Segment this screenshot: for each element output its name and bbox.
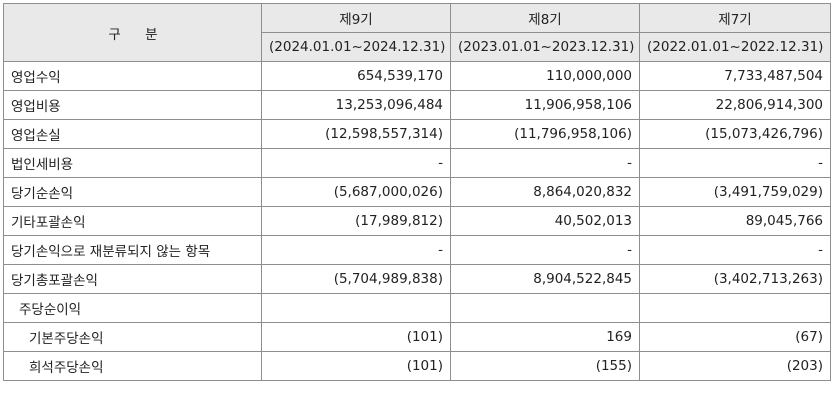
cell-value: 8,864,020,832 bbox=[450, 177, 640, 207]
table-body: 영업수익 654,539,170 110,000,000 7,733,487,5… bbox=[3, 61, 831, 381]
table-row: 당기손익으로 재분류되지 않는 항목 - - - bbox=[3, 235, 831, 265]
period-8-header: 제8기 bbox=[450, 3, 640, 33]
row-label: 영업손실 bbox=[3, 119, 262, 149]
cell-value: (5,687,000,026) bbox=[261, 177, 451, 207]
cell-value: 89,045,766 bbox=[639, 206, 831, 236]
table-row: 기타포괄손익 (17,989,812) 40,502,013 89,045,76… bbox=[3, 206, 831, 236]
cell-value: (3,491,759,029) bbox=[639, 177, 831, 207]
table-row: 당기순손익 (5,687,000,026) 8,864,020,832 (3,4… bbox=[3, 177, 831, 207]
cell-value: (3,402,713,263) bbox=[639, 264, 831, 294]
row-label: 당기총포괄손익 bbox=[3, 264, 262, 294]
category-header: 구 분 bbox=[3, 3, 262, 62]
row-label: 영업비용 bbox=[3, 90, 262, 120]
cell-value: - bbox=[639, 235, 831, 265]
row-label: 당기순손익 bbox=[3, 177, 262, 207]
table-row: 영업비용 13,253,096,484 11,906,958,106 22,80… bbox=[3, 90, 831, 120]
cell-value: (101) bbox=[261, 322, 451, 352]
financial-table-container: 구 분 제9기 제8기 제7기 (2024.01.01~2024.12.31) … bbox=[3, 3, 831, 381]
cell-value: 110,000,000 bbox=[450, 61, 640, 91]
table-row: 영업수익 654,539,170 110,000,000 7,733,487,5… bbox=[3, 61, 831, 91]
cell-value: 11,906,958,106 bbox=[450, 90, 640, 120]
cell-value: 22,806,914,300 bbox=[639, 90, 831, 120]
cell-value: - bbox=[261, 235, 451, 265]
cell-value: (15,073,426,796) bbox=[639, 119, 831, 149]
cell-value: 654,539,170 bbox=[261, 61, 451, 91]
period-8-range: (2023.01.01~2023.12.31) bbox=[450, 32, 640, 62]
row-label: 영업수익 bbox=[3, 61, 262, 91]
cell-value: - bbox=[450, 235, 640, 265]
cell-value: (67) bbox=[639, 322, 831, 352]
table-row: 희석주당손익 (101) (155) (203) bbox=[3, 351, 831, 381]
table-row: 주당순이익 bbox=[3, 293, 831, 323]
row-label: 기본주당손익 bbox=[3, 322, 262, 352]
cell-value bbox=[639, 293, 831, 323]
row-label: 희석주당손익 bbox=[3, 351, 262, 381]
cell-value bbox=[450, 293, 640, 323]
cell-value: (5,704,989,838) bbox=[261, 264, 451, 294]
cell-value: (155) bbox=[450, 351, 640, 381]
table-row: 당기총포괄손익 (5,704,989,838) 8,904,522,845 (3… bbox=[3, 264, 831, 294]
row-label: 주당순이익 bbox=[3, 293, 262, 323]
cell-value: (11,796,958,106) bbox=[450, 119, 640, 149]
cell-value: (101) bbox=[261, 351, 451, 381]
cell-value: 7,733,487,504 bbox=[639, 61, 831, 91]
cell-value: 13,253,096,484 bbox=[261, 90, 451, 120]
header-row-ranges: (2024.01.01~2024.12.31) (2023.01.01~2023… bbox=[4, 32, 831, 62]
cell-value bbox=[261, 293, 451, 323]
cell-value: - bbox=[639, 148, 831, 178]
table-row: 영업손실 (12,598,557,314) (11,796,958,106) (… bbox=[3, 119, 831, 149]
period-9-range: (2024.01.01~2024.12.31) bbox=[261, 32, 451, 62]
period-7-range: (2022.01.01~2022.12.31) bbox=[639, 32, 831, 62]
financial-summary-table: 구 분 제9기 제8기 제7기 (2024.01.01~2024.12.31) … bbox=[3, 3, 831, 381]
period-9-header: 제9기 bbox=[261, 3, 451, 33]
cell-value: (203) bbox=[639, 351, 831, 381]
cell-value: 8,904,522,845 bbox=[450, 264, 640, 294]
cell-value: (17,989,812) bbox=[261, 206, 451, 236]
row-label: 기타포괄손익 bbox=[3, 206, 262, 236]
header-row-periods: 구 분 제9기 제8기 제7기 bbox=[3, 3, 831, 62]
cell-value: 169 bbox=[450, 322, 640, 352]
cell-value: 40,502,013 bbox=[450, 206, 640, 236]
row-label: 당기손익으로 재분류되지 않는 항목 bbox=[3, 235, 262, 265]
period-7-header: 제7기 bbox=[639, 3, 831, 33]
cell-value: (12,598,557,314) bbox=[261, 119, 451, 149]
table-row: 법인세비용 - - - bbox=[3, 148, 831, 178]
table-header: 구 분 제9기 제8기 제7기 (2024.01.01~2024.12.31) … bbox=[3, 3, 831, 62]
cell-value: - bbox=[450, 148, 640, 178]
table-row: 기본주당손익 (101) 169 (67) bbox=[3, 322, 831, 352]
cell-value: - bbox=[261, 148, 451, 178]
row-label: 법인세비용 bbox=[3, 148, 262, 178]
